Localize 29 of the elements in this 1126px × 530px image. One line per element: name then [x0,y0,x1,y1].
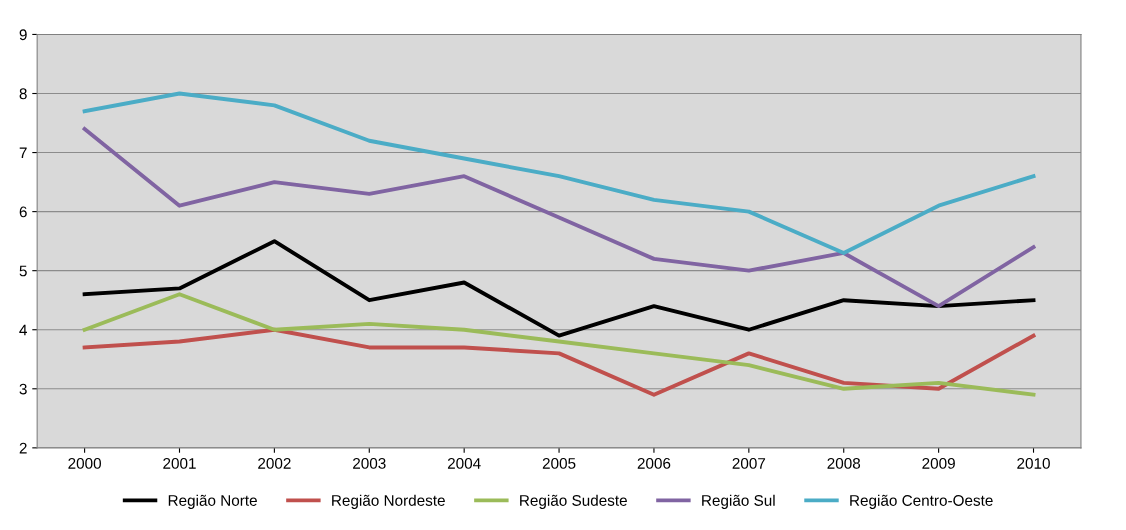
x-tick-label: 2000 [68,457,101,469]
y-tick-label: 6 [19,206,27,218]
y-tick-label: 4 [19,324,27,336]
line-series [82,126,1036,309]
y-tick-label: 8 [19,88,27,100]
legend-label: Região Norte [168,494,257,509]
line-series [82,239,1036,338]
x-tick-label: 2004 [447,457,481,469]
line-series [82,292,1036,397]
legend-label: Região Centro-Oeste [850,494,993,509]
y-tick-label: 5 [19,265,27,277]
legend-label: Região Sul [702,494,775,509]
x-tick-label: 2006 [637,457,671,469]
x-tick-label: 2009 [922,457,955,469]
x-tick-label: 2001 [163,457,196,469]
legend-label: Região Nordeste [332,494,445,509]
x-tick-label: 2003 [353,457,386,469]
y-tick-label: 3 [19,383,27,395]
y-tick-label: 7 [19,147,27,159]
x-tick-label: 2007 [732,457,766,469]
y-tick-label: 9 [19,29,27,41]
x-tick-label: 2008 [827,457,861,469]
legend-label: Região Sudeste [520,494,627,509]
y-tick-label: 2 [19,442,27,454]
line-series [82,91,1036,255]
x-tick-label: 2005 [542,457,576,469]
x-tick-label: 2002 [258,457,291,469]
x-tick-label: 2010 [1017,457,1050,469]
line-series [82,327,1036,397]
